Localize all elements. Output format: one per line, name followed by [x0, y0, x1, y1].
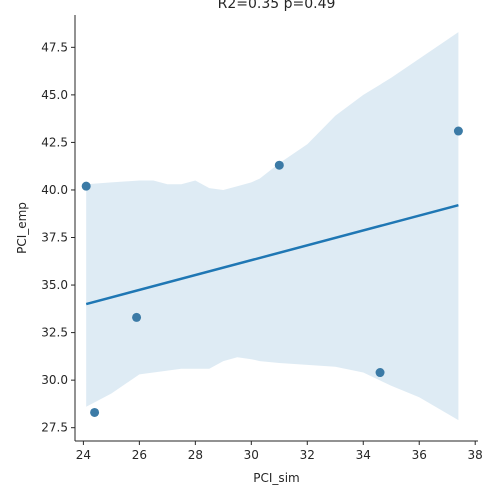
data-point — [274, 160, 284, 170]
chart-title: R2=0.35 p=0.49 — [218, 0, 336, 12]
data-point — [90, 407, 100, 417]
y-ticks: 27.5 30.0 32.5 35.0 37.5 40.0 42.5 45.0 47.5 — [41, 40, 75, 435]
x-ticks: 24 26 28 30 32 34 36 38 — [76, 441, 483, 462]
data-point — [375, 368, 385, 378]
x-tick-label: 34 — [356, 448, 371, 462]
confidence-band — [86, 32, 459, 421]
y-tick-label: 40.0 — [41, 183, 68, 197]
data-points-layer — [81, 126, 463, 417]
y-tick-label: 45.0 — [41, 88, 68, 102]
regression-line-layer — [85, 203, 459, 306]
x-tick-label: 38 — [468, 448, 483, 462]
data-point — [453, 126, 463, 136]
y-axis-label: PCI_emp — [15, 202, 29, 254]
x-tick-label: 36 — [412, 448, 427, 462]
confidence-band-layer — [86, 32, 459, 421]
data-point — [81, 181, 91, 191]
y-tick-label: 30.0 — [41, 373, 68, 387]
y-tick-label: 37.5 — [41, 231, 68, 245]
x-tick-label: 28 — [188, 448, 203, 462]
x-axis-label: PCI_sim — [253, 471, 299, 485]
x-tick-label: 32 — [300, 448, 315, 462]
regression-line — [85, 203, 459, 306]
y-tick-label: 27.5 — [41, 421, 68, 435]
x-tick-label: 26 — [132, 448, 147, 462]
x-tick-label: 24 — [76, 448, 91, 462]
y-tick-label: 47.5 — [41, 40, 68, 54]
x-tick-label: 30 — [244, 448, 259, 462]
y-tick-label: 35.0 — [41, 278, 68, 292]
y-tick-label: 42.5 — [41, 135, 68, 149]
y-tick-label: 32.5 — [41, 326, 68, 340]
data-point — [132, 312, 142, 322]
